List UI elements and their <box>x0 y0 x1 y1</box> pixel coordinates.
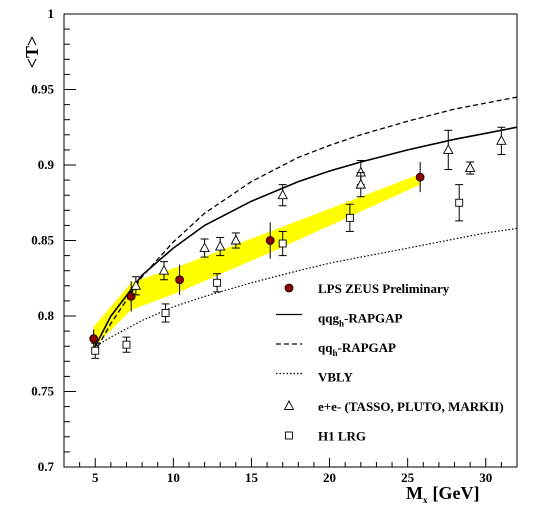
data-point-open-triangle <box>277 189 288 200</box>
x-tick-label: 15 <box>245 470 259 485</box>
legend-label-main: e+e- (TASSO, PLUTO, MARKII) <box>318 399 504 414</box>
x-tick-label: 10 <box>167 470 180 485</box>
legend-label-main: qq <box>318 340 333 355</box>
data-point-open-triangle <box>158 264 170 275</box>
curve-dotted <box>93 227 518 349</box>
legend-label: LPS ZEUS Preliminary <box>318 281 450 296</box>
band-layer <box>93 174 421 348</box>
axes-layer: 5 10 15 20 25 30 0.7 0.75 0.8 0.85 0.9 0.95 1 <box>31 6 518 485</box>
data-point-open-triangle <box>199 242 210 253</box>
legend-label-main: LPS ZEUS Preliminary <box>318 281 450 296</box>
legend-label-suffix: -RAPGAP <box>337 340 396 355</box>
y-axis-title: <T> <box>22 36 42 69</box>
data-point-open-triangle <box>496 134 507 145</box>
legend: LPS ZEUS Preliminaryqqgh-RAPGAPqqh-RAPGA… <box>276 281 504 444</box>
x-tick-label: 5 <box>92 470 99 485</box>
y-tick-label: 0.8 <box>38 308 55 323</box>
data-point-filled-circle <box>175 275 184 285</box>
data-point-open-square <box>122 340 131 349</box>
legend-marker <box>283 400 295 410</box>
data-point-open-triangle <box>464 162 476 172</box>
legend-label: qqgh-RAPGAP <box>318 311 403 329</box>
x-tick-label: 25 <box>401 470 415 485</box>
curve-solid <box>92 126 518 350</box>
markers-layer <box>89 126 507 359</box>
data-point-open-triangle <box>214 240 226 251</box>
x-axis-title-sub: x <box>423 495 428 505</box>
data-point-open-square <box>161 309 170 317</box>
data-point-open-triangle <box>355 178 367 189</box>
y-tick-label: 0.7 <box>38 459 55 474</box>
curve-dashed <box>93 96 518 355</box>
legend-label-main: H1 LRG <box>318 429 366 444</box>
legend-label-main: qqg <box>318 311 339 326</box>
legend-label-sub: h <box>332 348 337 358</box>
x-tick-label: 30 <box>479 470 492 485</box>
y-tick-label: 1 <box>48 6 55 21</box>
data-point-filled-circle <box>89 334 99 344</box>
legend-marker <box>284 283 294 293</box>
data-point-filled-circle <box>415 172 425 182</box>
legend-label: e+e- (TASSO, PLUTO, MARKII) <box>318 399 504 414</box>
legend-marker <box>285 431 293 440</box>
x-axis-title-unit: [GeV] <box>433 483 480 503</box>
data-point-filled-circle <box>265 236 275 245</box>
data-point-open-square <box>278 239 287 248</box>
data-point-open-triangle <box>443 143 454 154</box>
data-point-open-square <box>213 278 222 287</box>
legend-label: VBLY <box>318 370 354 385</box>
legend-label-suffix: -RAPGAP <box>344 311 403 326</box>
curves-layer <box>92 96 518 355</box>
y-tick-label: 0.95 <box>31 82 54 97</box>
legend-label-sub: h <box>339 319 344 329</box>
data-point-open-square <box>455 198 464 207</box>
legend-label-main: VBLY <box>318 370 354 385</box>
data-point-open-square <box>91 346 100 355</box>
x-axis-title-main: M <box>406 483 423 503</box>
y-tick-label: 0.75 <box>31 384 54 399</box>
legend-label: qqh-RAPGAP <box>318 340 396 358</box>
x-tick-label: 20 <box>323 470 336 485</box>
legend-label: H1 LRG <box>318 429 366 444</box>
y-tick-label: 0.85 <box>31 233 54 248</box>
zeus-band <box>93 174 421 348</box>
data-point-open-square <box>345 213 354 222</box>
data-point-open-triangle <box>130 279 142 290</box>
data-point-open-triangle <box>230 234 242 245</box>
x-axis-title: Mx [GeV] <box>406 483 479 505</box>
y-tick-label: 0.9 <box>38 157 55 172</box>
data-point-filled-circle <box>126 291 136 301</box>
